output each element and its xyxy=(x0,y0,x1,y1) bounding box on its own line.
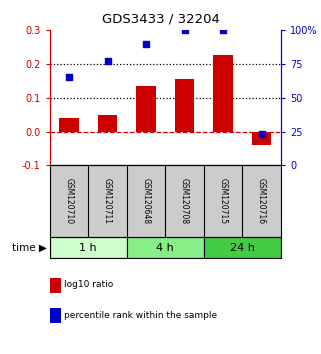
Bar xyxy=(136,86,156,132)
Bar xyxy=(175,79,194,132)
Text: 4 h: 4 h xyxy=(156,243,174,253)
Point xyxy=(105,58,110,64)
Bar xyxy=(50,237,127,258)
Bar xyxy=(213,56,233,132)
Point xyxy=(221,27,226,33)
Bar xyxy=(127,237,204,258)
Point xyxy=(182,27,187,33)
Text: 24 h: 24 h xyxy=(230,243,255,253)
Text: GSM120711: GSM120711 xyxy=(103,178,112,224)
Text: GSM120648: GSM120648 xyxy=(142,178,151,224)
Bar xyxy=(59,118,79,132)
Text: GSM120708: GSM120708 xyxy=(180,178,189,224)
Bar xyxy=(204,237,281,258)
Text: GSM120716: GSM120716 xyxy=(257,178,266,224)
Point xyxy=(259,131,264,137)
Text: GSM120715: GSM120715 xyxy=(219,178,228,224)
Bar xyxy=(252,132,271,145)
Text: 1 h: 1 h xyxy=(80,243,97,253)
Point xyxy=(143,41,149,46)
Text: GDS3433 / 32204: GDS3433 / 32204 xyxy=(101,12,220,25)
Text: log10 ratio: log10 ratio xyxy=(64,280,113,290)
Bar xyxy=(98,115,117,132)
Text: GSM120710: GSM120710 xyxy=(65,178,74,224)
Text: percentile rank within the sample: percentile rank within the sample xyxy=(64,310,217,320)
Point xyxy=(66,75,72,80)
Text: time ▶: time ▶ xyxy=(12,243,47,253)
